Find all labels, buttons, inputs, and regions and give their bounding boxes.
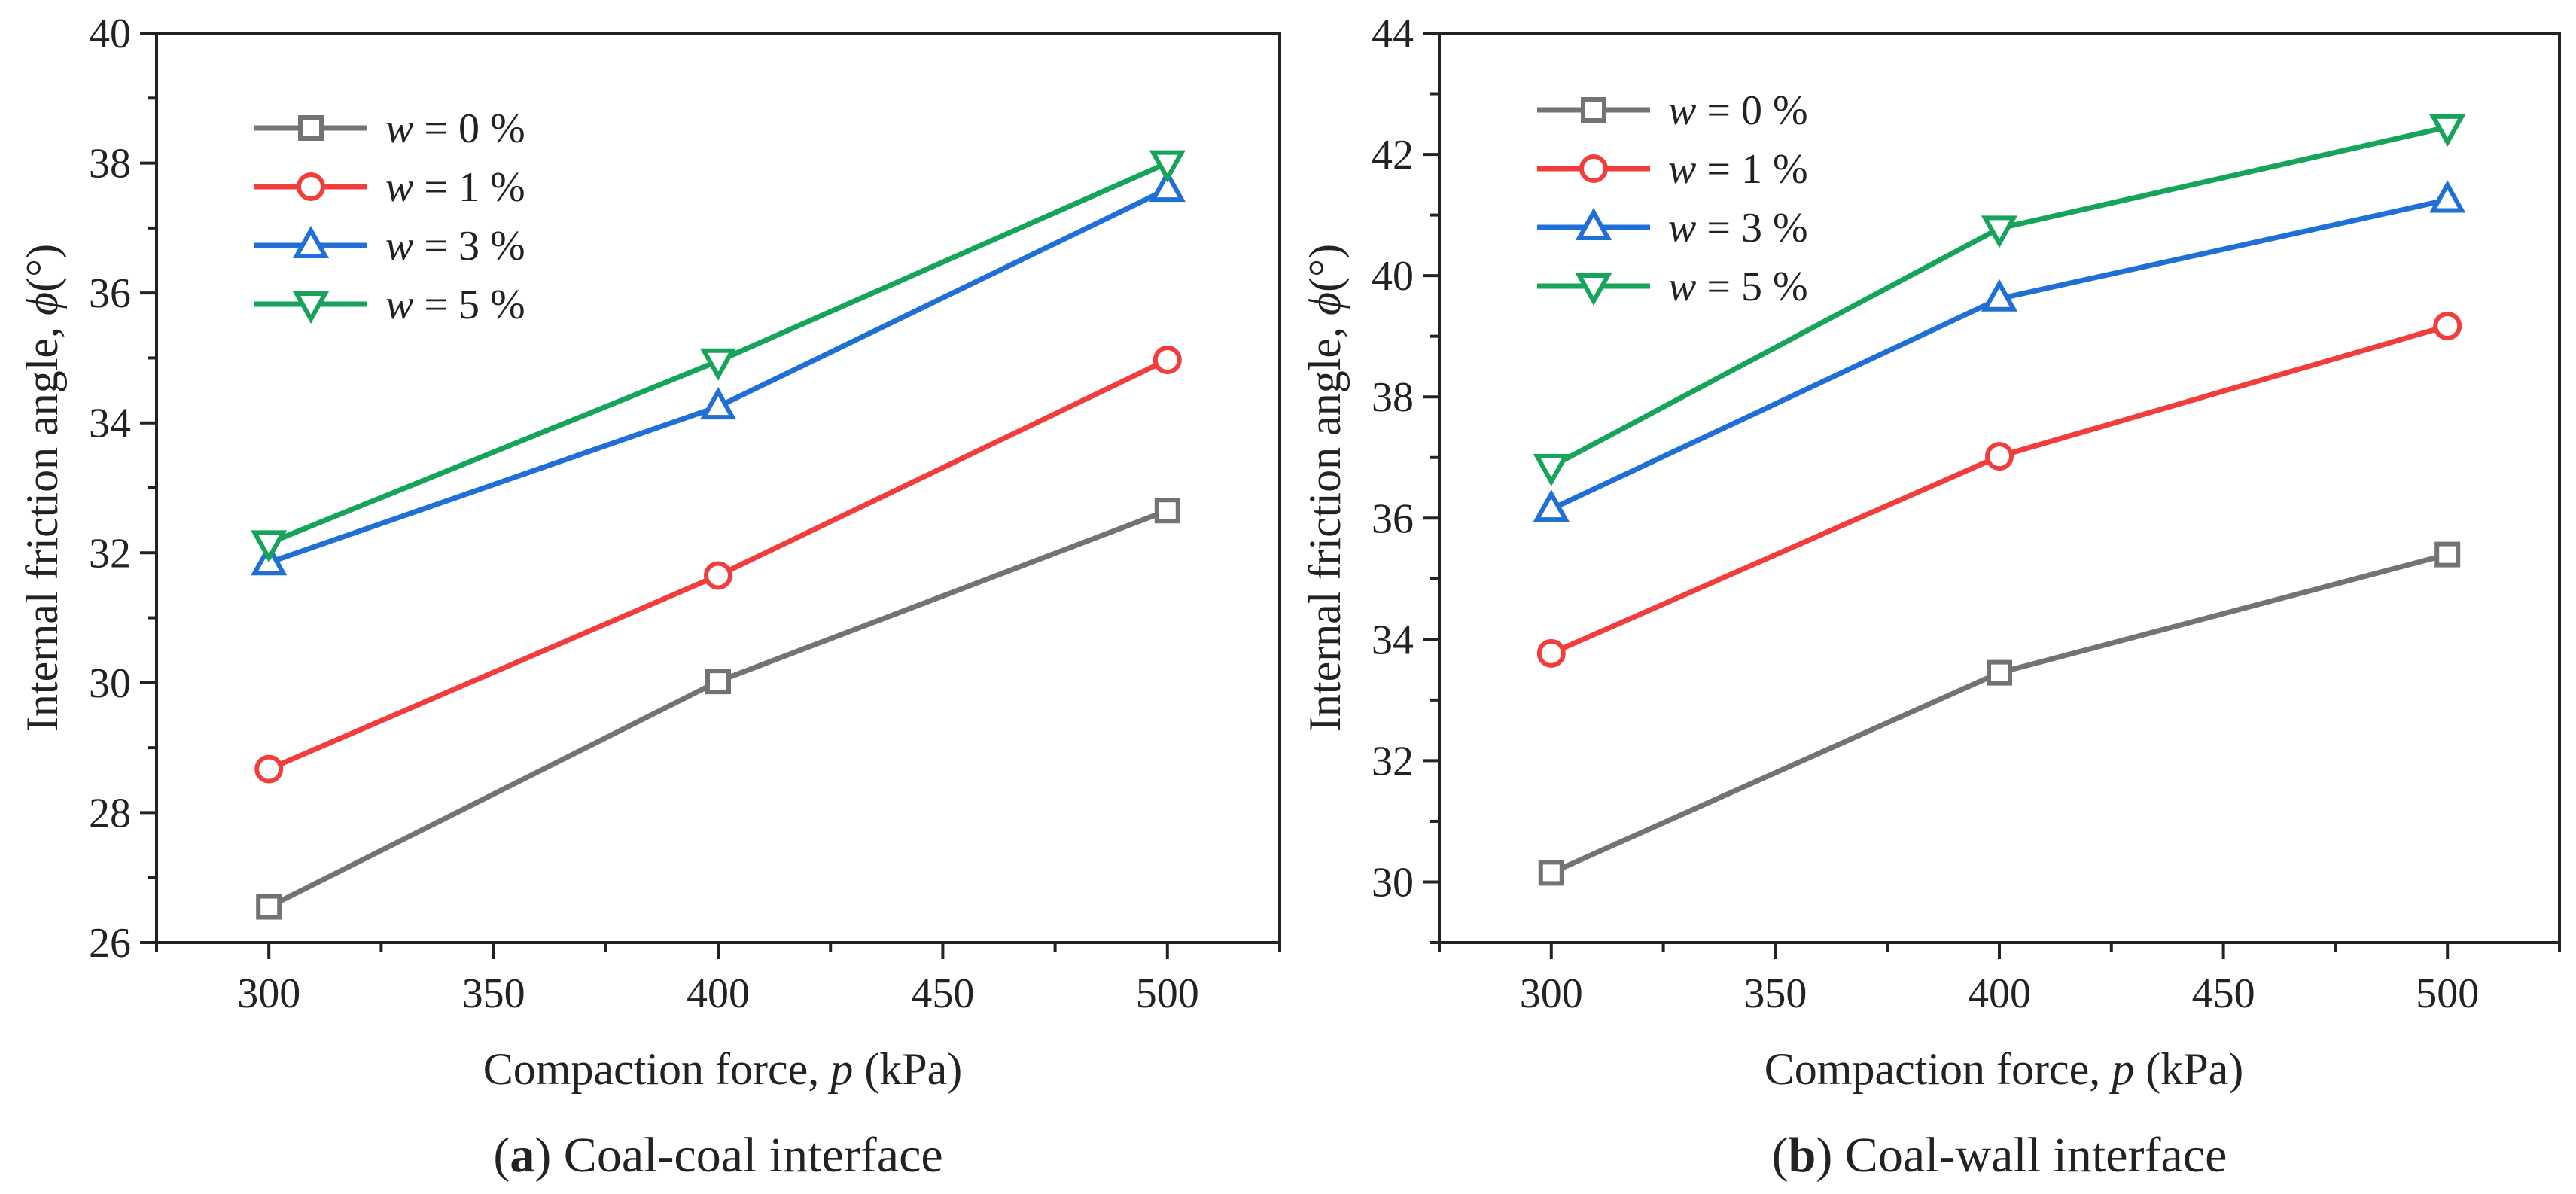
series-w-1 <box>1536 311 2462 668</box>
chart-panel-a: 300 350 400 450 500 26 28 30 32 34 36 38 40 Compactio… <box>17 11 1281 1183</box>
circle-marker <box>1579 154 1608 183</box>
series-line <box>1550 323 2449 656</box>
circle-marker <box>297 172 325 201</box>
panel-caption: (b) Coal-wall interface <box>1772 1128 2227 1183</box>
triangle-down-marker <box>292 291 330 324</box>
square-marker <box>1154 498 1180 524</box>
triangle-up-marker <box>292 225 330 258</box>
y-axis-title: Internal friction angle, ϕ(°) <box>17 244 67 732</box>
plot-frame <box>155 32 1281 944</box>
legend-label: w = 0 % <box>385 105 525 152</box>
triangle-down-marker <box>1575 273 1612 306</box>
y-tick-label: 36 <box>1372 495 1414 542</box>
series-w-1 <box>254 346 1182 784</box>
x-tick-label: 450 <box>2192 970 2255 1017</box>
triangle-down-marker <box>1981 215 2018 248</box>
y-tick-label: 30 <box>89 660 131 707</box>
x-tick-label: 300 <box>237 970 300 1017</box>
x-tick-label: 350 <box>462 970 525 1017</box>
y-tick-label: 42 <box>1372 132 1414 178</box>
triangle-down-marker <box>2429 114 2466 147</box>
legend-item: w = 3 % <box>1537 205 1808 251</box>
circle-marker <box>254 754 284 784</box>
series-w-3 <box>251 169 1186 576</box>
triangle-up-marker <box>699 386 737 420</box>
x-tick-label: 500 <box>2416 970 2479 1017</box>
triangle-down-marker <box>251 530 288 563</box>
triangle-up-marker <box>1575 207 1612 240</box>
legend-item: w = 1 % <box>254 164 525 211</box>
circle-marker <box>1153 346 1182 375</box>
series-w-5 <box>251 150 1186 563</box>
triangle-down-marker <box>1533 453 1570 486</box>
y-tick-label: 30 <box>1372 859 1414 906</box>
triangle-up-marker <box>1533 489 1570 522</box>
series-w-0 <box>1538 541 2461 886</box>
legend-item: w = 1 % <box>1537 146 1808 193</box>
legend-label: w = 3 % <box>385 223 525 270</box>
x-tick-label: 400 <box>1968 970 2031 1017</box>
legend-label: w = 3 % <box>1668 205 1808 251</box>
y-axis-title: Internal friction angle, ϕ(°) <box>1300 244 1350 732</box>
triangle-up-marker <box>1981 279 2018 312</box>
legend-label: w = 0 % <box>1668 87 1808 134</box>
legend-item: w = 3 % <box>254 223 525 270</box>
y-tick-label: 32 <box>1372 738 1414 784</box>
y-tick-label: 34 <box>89 401 131 447</box>
y-tick-label: 38 <box>89 141 131 187</box>
y-tick-label: 28 <box>89 790 131 836</box>
y-tick-label: 36 <box>89 270 131 317</box>
series-w-5 <box>1533 114 2466 486</box>
legend: w = 0 % w = 1 % w = 3 % w = 5 % <box>254 105 525 328</box>
square-marker <box>705 669 731 695</box>
x-tick-label: 400 <box>687 970 750 1017</box>
circle-marker <box>1536 638 1566 668</box>
square-marker <box>1987 659 2012 686</box>
panel-caption: (a) Coal-coal interface <box>493 1128 942 1183</box>
legend-label: w = 5 % <box>385 282 525 328</box>
legend-item: w = 5 % <box>1537 263 1808 310</box>
legend-item: w = 5 % <box>254 282 525 328</box>
y-tick-label: 38 <box>1372 374 1414 421</box>
circle-marker <box>1985 442 2014 471</box>
series-line <box>1550 552 2449 876</box>
square-marker <box>298 115 324 141</box>
circle-marker <box>704 561 732 590</box>
triangle-up-marker <box>2429 180 2466 213</box>
legend-item: w = 0 % <box>1537 87 1808 134</box>
square-marker <box>1581 97 1606 123</box>
square-marker <box>2434 541 2461 568</box>
x-tick-label: 300 <box>1520 970 1583 1017</box>
circle-marker <box>2433 311 2462 340</box>
legend: w = 0 % w = 1 % w = 3 % w = 5 % <box>1537 87 1808 310</box>
y-tick-label: 32 <box>89 530 131 577</box>
legend-item: w = 0 % <box>254 105 525 152</box>
chart-panel-b: 300 350 400 450 500 30 32 34 36 38 40 42 44 Compactio… <box>1300 11 2561 1183</box>
x-axis-title: Compaction force, p (kPa) <box>1765 1044 2243 1094</box>
triangle-up-marker <box>1149 169 1186 203</box>
square-marker <box>256 894 282 920</box>
y-tick-label: 34 <box>1372 617 1414 663</box>
series-w-3 <box>1533 180 2466 522</box>
series-w-0 <box>256 498 1180 920</box>
triangle-down-marker <box>1149 150 1186 183</box>
legend-label: w = 1 % <box>1668 146 1808 193</box>
x-axis-title: Compaction force, p (kPa) <box>483 1044 962 1094</box>
y-tick-label: 44 <box>1372 11 1414 57</box>
triangle-down-marker <box>699 348 737 381</box>
x-tick-label: 350 <box>1743 970 1807 1017</box>
y-tick-label: 40 <box>89 11 131 57</box>
x-tick-label: 500 <box>1136 970 1199 1017</box>
legend-label: w = 1 % <box>385 164 525 211</box>
x-tick-label: 450 <box>911 970 974 1017</box>
square-marker <box>1538 860 1564 886</box>
y-tick-label: 40 <box>1372 253 1414 300</box>
y-tick-label: 26 <box>89 920 131 967</box>
legend-label: w = 5 % <box>1668 263 1808 310</box>
